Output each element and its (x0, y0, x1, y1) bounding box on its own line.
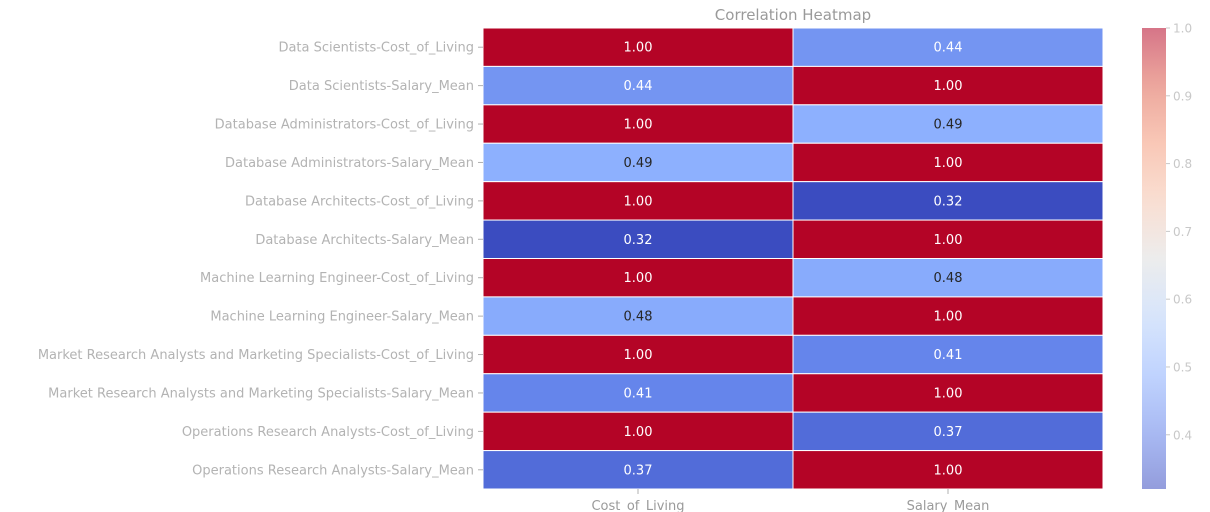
heatmap-cell (792, 65, 1104, 106)
cell-value-label: 0.37 (624, 463, 653, 478)
colorbar: 0.4 0.5 0.6 0.7 0.8 0.9 1.0 (1142, 22, 1192, 489)
colorbar-tick-label: 0.6 (1173, 293, 1192, 307)
heatmap-cell (792, 450, 1104, 490)
cell-value-label: 1.00 (624, 425, 653, 440)
colorbar-tick-label: 0.9 (1173, 89, 1192, 103)
cell-value-label: 1.00 (934, 463, 963, 478)
heatmap-cell (482, 65, 794, 106)
row-label: Database Architects-Salary_Mean (255, 233, 474, 248)
row-labels: Data Scientists-Cost_of_Living Data Scien… (38, 41, 483, 478)
heatmap-cell (792, 27, 1104, 67)
colorbar-tick-label: 1.0 (1173, 22, 1192, 36)
cell-value-label: 0.41 (624, 386, 653, 401)
heatmap-cell (792, 373, 1104, 413)
heatmap-cell (792, 296, 1104, 336)
cell-value-label: 0.49 (624, 156, 653, 171)
row-label: Market Research Analysts and Marketing S… (38, 348, 474, 363)
row-label: Operations Research Analysts-Salary_Mean (192, 463, 474, 478)
row-label: Data Scientists-Cost_of_Living (278, 41, 474, 56)
cell-value-label: 0.32 (934, 194, 963, 209)
cell-value-label: 1.00 (624, 194, 653, 209)
colorbar-tick-label: 0.5 (1173, 360, 1192, 374)
column-label: Salary_Mean (907, 499, 990, 512)
colorbar-tick-label: 0.8 (1173, 157, 1192, 171)
chart-title: Correlation Heatmap (715, 6, 871, 24)
heatmap-cell (482, 450, 794, 490)
row-label: Data Scientists-Salary_Mean (289, 79, 474, 94)
cell-value-label: 1.00 (624, 271, 653, 286)
cell-value-label: 0.49 (934, 118, 963, 133)
heatmap-cell (792, 104, 1104, 144)
colorbar-gradient (1142, 28, 1166, 489)
heatmap-cell (482, 373, 794, 413)
heatmap-cell (792, 181, 1104, 221)
column-labels: Cost_of_Living Salary_Mean (591, 489, 989, 512)
heatmap-cell (482, 27, 794, 67)
row-label: Database Architects-Cost_of_Living (245, 194, 474, 209)
heatmap-cell (792, 219, 1104, 259)
heatmap-cell (792, 142, 1104, 183)
cell-value-label: 1.00 (934, 386, 963, 401)
cell-value-label: 1.00 (624, 41, 653, 56)
cell-value-label: 0.37 (934, 425, 963, 440)
cell-value-label: 0.44 (934, 41, 963, 56)
row-label: Market Research Analysts and Marketing S… (48, 386, 474, 401)
heatmap-cell (792, 334, 1104, 375)
cell-value-label: 1.00 (934, 310, 963, 325)
cell-value-label: 0.44 (624, 79, 653, 94)
cell-value-label: 1.00 (934, 79, 963, 94)
colorbar-tick-label: 0.7 (1173, 225, 1192, 239)
cell-value-label: 0.48 (624, 310, 653, 325)
row-label: Operations Research Analysts-Cost_of_Liv… (182, 425, 474, 440)
heatmap-cells: 1.00 0.44 0.44 1.00 1.00 0.49 0.49 1.00 1.00 0.32… (482, 27, 1104, 490)
cell-value-label: 1.00 (934, 156, 963, 171)
cell-value-label: 0.41 (934, 348, 963, 363)
colorbar-tick-label: 0.4 (1173, 428, 1192, 442)
cell-value-label: 1.00 (624, 118, 653, 133)
column-label: Cost_of_Living (591, 499, 684, 512)
row-label: Database Administrators-Salary_Mean (225, 156, 474, 171)
heatmap-cell (482, 411, 794, 452)
row-label: Machine Learning Engineer-Cost_of_Living (200, 271, 474, 286)
cell-value-label: 0.48 (934, 271, 963, 286)
heatmap-cell (792, 258, 1104, 298)
cell-value-label: 1.00 (934, 233, 963, 248)
row-label: Machine Learning Engineer-Salary_Mean (210, 310, 474, 325)
cell-value-label: 0.32 (624, 233, 653, 248)
row-label: Database Administrators-Cost_of_Living (215, 118, 474, 133)
heatmap-cell (792, 411, 1104, 452)
cell-value-label: 1.00 (624, 348, 653, 363)
